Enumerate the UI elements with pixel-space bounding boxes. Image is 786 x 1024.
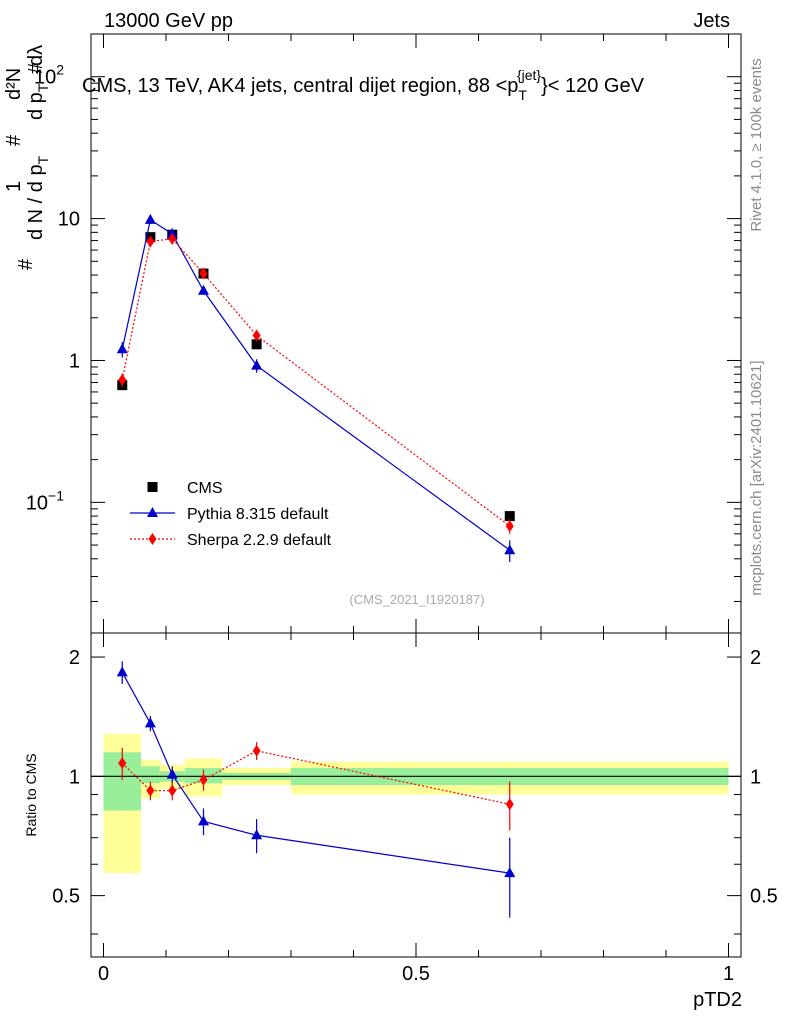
- sherpa-ratio-point-4: [252, 744, 261, 757]
- r-tick-label-left-2: 2: [69, 647, 80, 669]
- ylabel-mid-text: d p: [25, 92, 47, 120]
- ylabel-lambda: dλ: [25, 45, 47, 66]
- y-tick-label-1: 1: [69, 350, 80, 372]
- pythia-ratio-point-2: [166, 768, 178, 779]
- header-right: Jets: [693, 10, 730, 32]
- sherpa-ratio-point-5: [505, 798, 514, 811]
- cms-point-4: [251, 339, 262, 350]
- pythia-ratio-point-4: [251, 829, 263, 840]
- x-tick-label-2: 1: [723, 963, 734, 985]
- r-tick-label-left-0: 0.5: [52, 886, 80, 908]
- sherpa-point-3: [199, 267, 208, 280]
- ylabel-denominator: d N / d pT: [25, 155, 51, 240]
- legend-marker-cms: [147, 482, 158, 492]
- cms-point-5: [504, 511, 515, 522]
- y-axis-label: # 1 d N / d pT # d²N d pT # dλ: [3, 45, 51, 270]
- y-tick-label-2: 10: [58, 209, 80, 231]
- side-label-top: Rivet 4.1.0, ≥ 100k events: [748, 58, 765, 231]
- legend-marker-pythia: [147, 507, 158, 517]
- x-axis-label: pTD2: [693, 989, 742, 1011]
- data-series: [116, 213, 516, 918]
- ratio-axis-label: Ratio to CMS: [23, 753, 39, 836]
- band-green-1: [141, 766, 160, 784]
- legend-marker-sherpa: [148, 533, 157, 545]
- r-tick-label-left-1: 1: [69, 766, 80, 788]
- sherpa-ratio-point-1: [146, 784, 155, 797]
- title-sup: {jet}: [517, 67, 541, 83]
- ratio-uncertainty-bands: [103, 733, 729, 874]
- ylabel-hash-1: #: [15, 258, 37, 270]
- y-tick-label-0: 10−1: [26, 487, 64, 514]
- r-tick-label-right-0: 0.5: [750, 886, 778, 908]
- ylabel-hash-3: #: [25, 62, 47, 74]
- title-tail: }< 120 GeV: [541, 75, 645, 97]
- legend: CMS Pythia 8.315 default Sherpa 2.2.9 defa…: [130, 480, 332, 549]
- ylabel-one: 1: [3, 181, 25, 192]
- x-tick-label-1: 0.5: [402, 963, 430, 985]
- plot-title: CMS, 13 TeV, AK4 jets, central dijet reg…: [82, 67, 645, 103]
- title-sub: T: [518, 87, 527, 103]
- r-tick-label-right-2: 2: [750, 647, 761, 669]
- ylabel-denominator-sub: T: [35, 155, 51, 164]
- pythia-point-4: [251, 359, 263, 370]
- sherpa-point-5: [505, 520, 514, 533]
- sherpa-ratio-point-3: [199, 773, 208, 786]
- legend-label-sherpa: Sherpa 2.2.9 default: [187, 532, 332, 549]
- y-tick-label-3: 102: [34, 62, 64, 89]
- pythia-ratio-line: [121, 672, 510, 874]
- pythia-point-1: [144, 213, 156, 224]
- header-left: 13000 GeV pp: [104, 10, 233, 32]
- sherpa-point-2: [168, 232, 177, 245]
- sherpa-ratio-point-2: [168, 784, 177, 797]
- axis-ticks: 0 0.5 1 10−1 1 10 102 0.5 0.5 1 1 2 2: [26, 33, 778, 985]
- watermark: (CMS_2021_I1920187): [349, 592, 484, 607]
- ylabel-denominator-text: d N / d p: [25, 164, 47, 240]
- x-tick-label-0: 0: [98, 963, 109, 985]
- pythia-ratio-point-0: [116, 666, 128, 677]
- sherpa-point-0: [118, 373, 127, 386]
- ylabel-numerator: d²N: [3, 68, 25, 100]
- sherpa-point-1: [146, 235, 155, 248]
- pythia-ratio-point-5: [504, 867, 516, 878]
- side-label-bottom: mcplots.cern.ch [arXiv:2401.10621]: [748, 360, 765, 595]
- pythia-point-0: [116, 343, 128, 354]
- sherpa-main-line: [121, 238, 511, 527]
- sherpa-ratio-point-0: [118, 757, 127, 770]
- title-main: CMS, 13 TeV, AK4 jets, central dijet reg…: [82, 75, 518, 97]
- pythia-point-5: [504, 544, 516, 555]
- sherpa-point-4: [252, 329, 261, 342]
- legend-label-cms: CMS: [187, 480, 223, 497]
- pythia-point-3: [198, 284, 209, 295]
- legend-label-pythia: Pythia 8.315 default: [187, 506, 329, 523]
- sherpa-ratio-line: [121, 750, 510, 805]
- pythia-main-line: [121, 218, 511, 551]
- ylabel-hash-2: #: [3, 134, 25, 146]
- ylabel-mid: d pT: [25, 83, 51, 120]
- r-tick-label-right-1: 1: [750, 766, 761, 788]
- pythia-ratio-point-1: [144, 717, 156, 728]
- pythia-ratio-point-3: [198, 815, 209, 826]
- ylabel-mid-sub: T: [35, 83, 51, 92]
